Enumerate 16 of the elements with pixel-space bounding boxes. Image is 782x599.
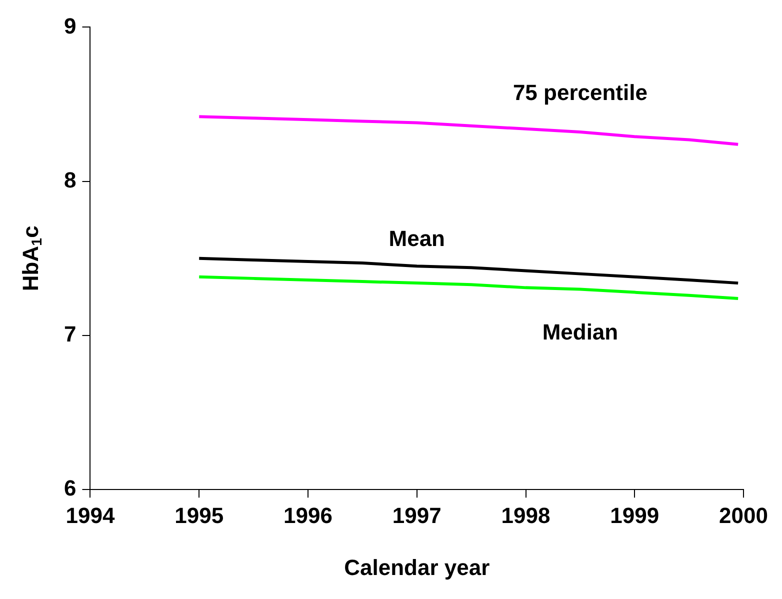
y-tick-label: 6 (64, 476, 76, 501)
x-tick-label: 1997 (392, 502, 442, 528)
y-tick-label: 9 (64, 13, 76, 38)
x-tick-label: 1994 (66, 502, 116, 528)
y-tick-label: 8 (64, 167, 76, 192)
series-label: Median (542, 319, 618, 344)
x-tick-label: 1995 (174, 502, 224, 528)
y-axis-title: HbA1c (18, 226, 46, 292)
y-tick-label: 7 (64, 322, 76, 347)
x-tick-label: 1998 (501, 502, 550, 528)
x-tick-label: 1999 (610, 502, 660, 528)
series-label: Mean (388, 226, 446, 252)
x-axis-title: Calendar year (344, 555, 490, 580)
x-tick-label: 2000 (719, 502, 768, 528)
series-label: 75 percentile (512, 80, 648, 106)
x-tick-label: 1996 (284, 502, 332, 528)
